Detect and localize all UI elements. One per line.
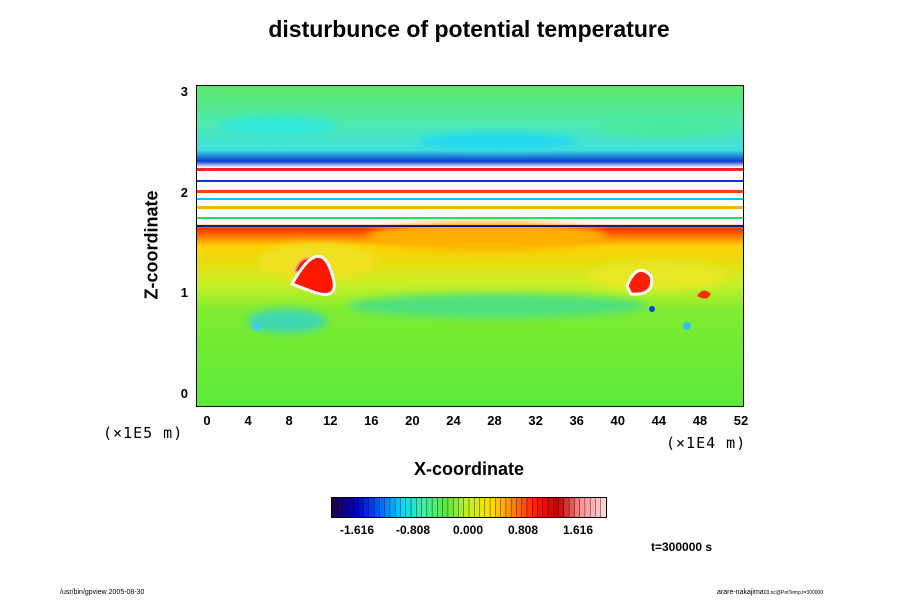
colorbar-swatch [500,498,507,517]
colorbar-swatch [532,498,538,517]
colorbar-tick-label: -1.616 [339,523,375,537]
y-tick-label: 1 [180,285,188,301]
y-axis-unit: (×1E5 m) [103,424,184,442]
colorbar-swatch [447,498,454,517]
x-tick-label: 20 [405,413,420,428]
heatmap-field [197,86,743,406]
white-band-stripes [197,168,743,227]
colorbar-swatch [505,498,512,517]
colorbar-swatch [342,498,349,517]
chart-title: disturbunce of potential temperature [268,16,670,42]
colorbar-swatch [537,498,544,517]
colorbar-swatch [332,498,338,517]
colorbar-swatch [363,498,370,517]
colorbar-swatch [368,498,375,517]
colorbar-swatch [516,498,523,517]
colorbar-swatch [542,498,549,517]
colorbar-tick-label: 1.616 [562,523,594,537]
colorbar-swatch [347,498,354,517]
colorbar-swatch [416,498,423,517]
x-tick-label: 52 [733,413,749,428]
x-tick-label: 8 [285,413,293,428]
colorbar-swatch [453,498,459,517]
footer-right-main: arare-nakajima [717,589,764,596]
colorbar-swatch [400,498,407,517]
colorbar-gradient [332,498,606,517]
colorbar-swatch [558,498,565,517]
colorbar-swatch [458,498,465,517]
colorbar-swatch [548,498,554,517]
colorbar-swatch [379,498,386,517]
colorbar-swatch [511,498,517,517]
footer-right: arare-nakajima03.nc@PotTemp,t=300000 [717,589,823,596]
footer-left: /usr/bin/gpview 2005-08-30 [60,589,145,596]
time-label: t=300000 s [651,540,713,554]
colorbar-swatch [595,498,602,517]
colorbar-swatch [579,498,586,517]
colorbar-swatch [395,498,401,517]
colorbar-swatch [337,498,344,517]
colorbar-swatch [569,498,575,517]
colorbar-swatch [474,498,481,517]
colorbar-swatch [405,498,412,517]
colorbar-swatch [411,498,417,517]
colorbar-swatch [590,498,596,517]
y-tick-label: 0 [180,386,188,401]
warm-plumes [289,254,711,299]
colorbar-swatch [358,498,365,517]
heatmap-plot-area [196,85,744,407]
colorbar-tick-label: -0.808 [395,523,431,537]
colorbar-tick-label: 0.808 [507,523,539,537]
colorbar-swatch [389,498,396,517]
x-tick-label: 24 [446,413,461,428]
x-tick-label: 40 [610,413,625,428]
colorbar-swatch [442,498,449,517]
y-tick-label: 2 [180,184,188,200]
colorbar-swatch [463,498,470,517]
colorbar-swatch [353,498,359,517]
colorbar-swatch [521,498,528,517]
x-axis-label: X-coordinate [413,459,525,479]
x-tick-label: 4 [244,413,252,428]
colorbar-swatch [526,498,533,517]
colorbar-swatch [432,498,438,517]
colorbar-swatch [484,498,491,517]
colorbar-swatch [584,498,591,517]
x-tick-label: 0 [203,413,211,428]
x-tick-label: 44 [651,413,667,428]
colorbar-tick-label: 0.000 [452,523,484,537]
colorbar [331,497,607,518]
colorbar-swatch [384,498,391,517]
colorbar-swatch [495,498,502,517]
colorbar-swatch [600,498,606,517]
colorbar-swatch [563,498,570,517]
x-tick-label: 36 [569,413,584,428]
colorbar-swatch [437,498,444,517]
colorbar-swatch [421,498,428,517]
x-tick-label: 16 [364,413,379,428]
colorbar-swatch [574,498,581,517]
x-tick-label: 32 [528,413,543,428]
colorbar-swatch [553,498,560,517]
footer-right-sub: 03.nc@PotTemp,t=300000 [763,590,824,596]
colorbar-swatch [469,498,475,517]
x-tick-label: 12 [322,413,338,428]
colorbar-swatch [374,498,380,517]
y-axis-label: Z-coordinate [141,190,162,300]
cool-patches [252,306,691,331]
colorbar-swatch [426,498,433,517]
field-texture [217,116,737,333]
x-tick-label: 48 [692,413,708,428]
colorbar-swatch [479,498,486,517]
y-tick-label: 3 [180,84,188,99]
x-axis-unit: (×1E4 m) [666,434,747,452]
colorbar-swatch [490,498,496,517]
x-tick-label: 28 [487,413,502,428]
